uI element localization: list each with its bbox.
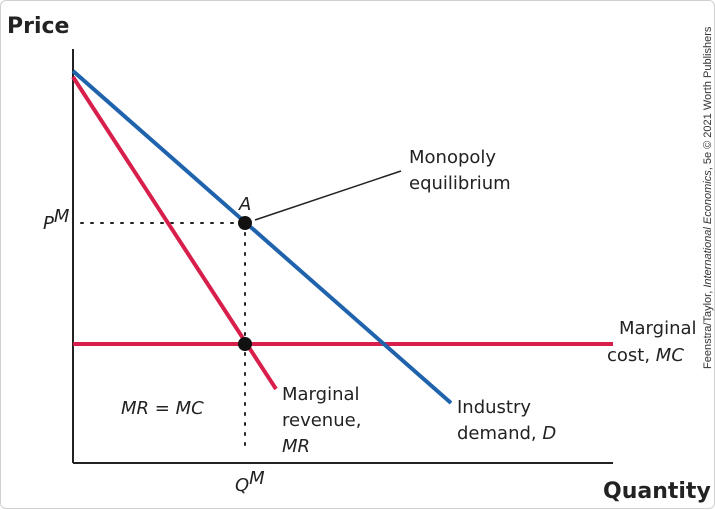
y-axis-title: Price <box>7 14 69 39</box>
point-mr-eq-mc <box>238 337 252 351</box>
demand-label-italic: D <box>542 423 556 444</box>
monopoly-equilibrium-label-line1: Monopoly <box>409 147 496 168</box>
demand-label-line2: demand, D <box>457 423 556 444</box>
credit-suffix: , 5e © 2021 Worth Publishers <box>702 26 714 170</box>
demand-label-text: demand, <box>457 423 542 444</box>
pm-tick-label: PM <box>43 206 70 234</box>
x-axis-title: Quantity <box>603 479 711 504</box>
pm-tick-sup: M <box>54 206 70 227</box>
qm-tick-sup: M <box>249 468 265 489</box>
marginal-revenue-curve <box>71 75 278 391</box>
marginal-revenue-label-line1: Marginal <box>282 384 360 405</box>
mr-equals-mc-label: MR = MC <box>121 398 204 419</box>
marginal-cost-label-line1: Marginal <box>619 318 697 339</box>
demand-label-line1: Industry <box>457 397 531 418</box>
qm-tick-label: QM <box>235 468 265 496</box>
publisher-credit: Feenstra/Taylor, International Economics… <box>702 26 714 369</box>
pm-tick-main: P <box>43 213 54 234</box>
qm-tick-main: Q <box>235 475 249 496</box>
demand-curve <box>71 69 453 405</box>
monopoly-leader-line <box>254 170 402 221</box>
marginal-revenue-label-line2: revenue, <box>282 410 361 431</box>
marginal-cost-label-text: cost, <box>607 345 656 366</box>
point-a-label: A <box>238 194 251 215</box>
credit-title: International Economics <box>702 170 714 288</box>
marginal-cost-label-italic: MC <box>656 345 685 366</box>
point-a <box>238 216 252 230</box>
credit-prefix: Feenstra/Taylor, <box>702 288 714 369</box>
marginal-cost-label-line2: cost, MC <box>607 345 684 366</box>
monopoly-equilibrium-label-line2: equilibrium <box>409 173 511 194</box>
marginal-revenue-label-line3: MR <box>282 436 310 457</box>
